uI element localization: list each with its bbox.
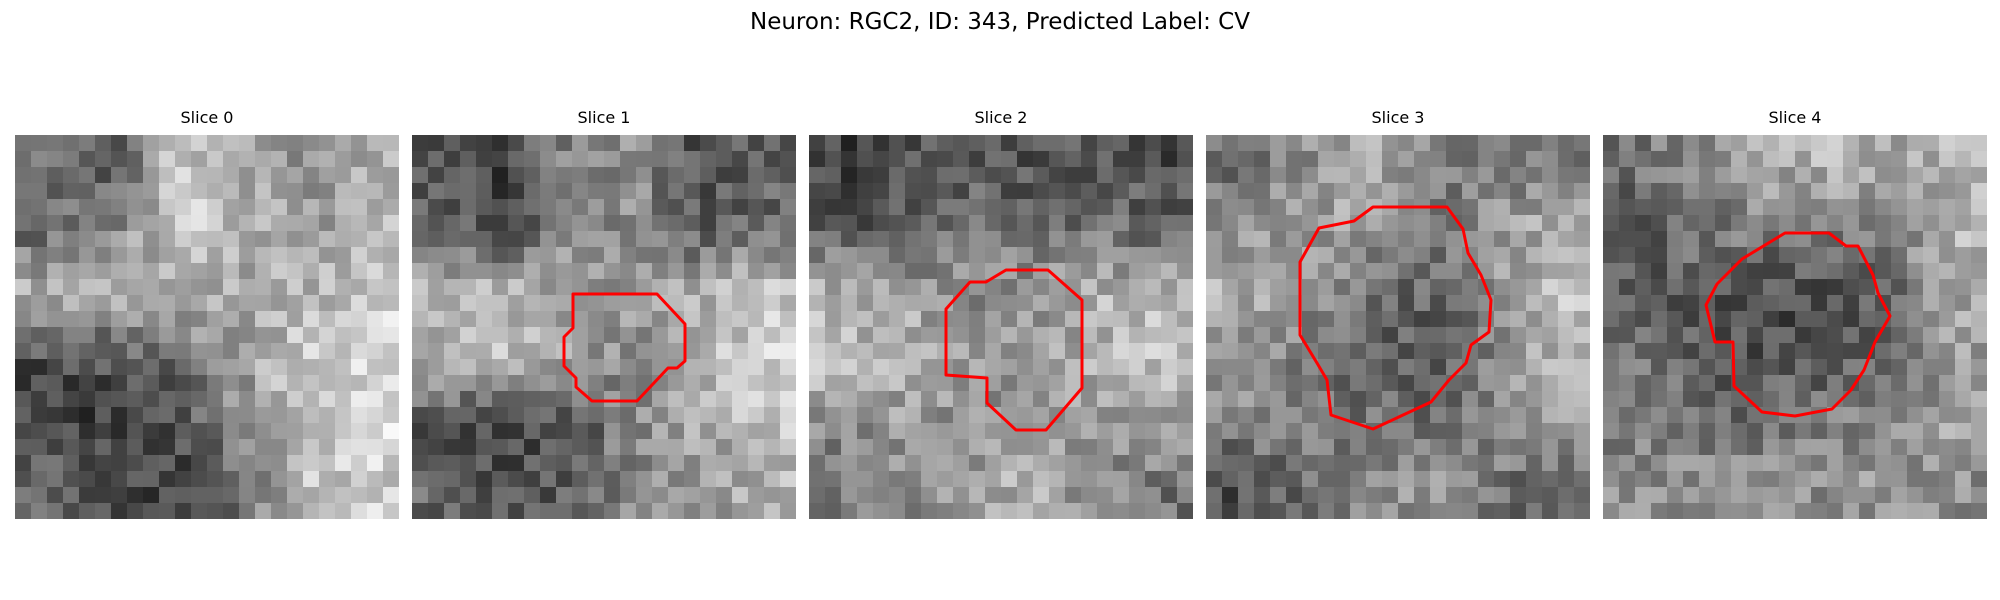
slice-image — [1206, 135, 1590, 519]
slice-image — [1603, 135, 1987, 519]
segmentation-outline — [944, 268, 1084, 432]
segmentation-outline — [562, 292, 687, 403]
figure-title: Neuron: RGC2, ID: 343, Predicted Label: … — [750, 9, 1250, 35]
slice-title: Slice 0 — [180, 108, 234, 127]
slice-title: Slice 3 — [1371, 108, 1425, 127]
segmentation-outline — [1704, 231, 1892, 418]
slice-image — [809, 135, 1193, 519]
slice-title: Slice 2 — [974, 108, 1028, 127]
slice-title: Slice 1 — [577, 108, 631, 127]
slice-image — [15, 135, 399, 519]
slice-image — [412, 135, 796, 519]
slice-title: Slice 4 — [1768, 108, 1822, 127]
segmentation-outline — [1298, 205, 1493, 431]
